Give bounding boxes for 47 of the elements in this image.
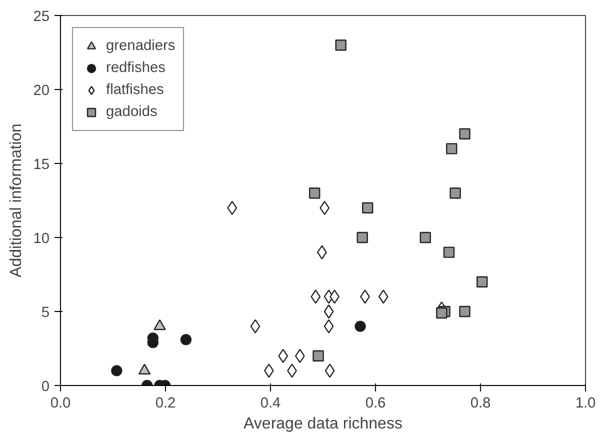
- y-tick-label: 5: [41, 305, 50, 321]
- point: [354, 320, 366, 332]
- y-tick-label: 10: [33, 231, 50, 247]
- point: [320, 200, 330, 215]
- legend-label: flatfishes: [106, 82, 164, 98]
- point: [443, 246, 455, 258]
- y-tick-label: 20: [33, 83, 50, 99]
- point: [450, 188, 461, 199]
- point: [111, 365, 122, 376]
- x-tick-label: 0.6: [365, 396, 386, 412]
- point: [324, 319, 334, 334]
- y-axis-title: Additional information: [8, 124, 26, 278]
- y-tick-label: 25: [33, 9, 50, 25]
- x-tick-label: 0.0: [50, 396, 71, 412]
- point: [335, 40, 346, 51]
- point: [476, 276, 488, 288]
- point: [294, 348, 305, 363]
- point: [147, 336, 158, 348]
- point: [436, 307, 448, 319]
- point: [356, 232, 368, 244]
- x-tick-label: 1.0: [575, 396, 596, 412]
- x-tick-label: 0.8: [470, 396, 491, 412]
- point: [378, 290, 388, 304]
- point: [309, 188, 320, 199]
- point: [154, 319, 166, 330]
- point: [446, 143, 458, 154]
- x-tick-label: 0.2: [155, 396, 176, 412]
- point: [324, 304, 334, 319]
- point: [459, 306, 470, 318]
- y-tick-label: 15: [33, 157, 50, 173]
- point: [324, 364, 335, 378]
- point: [227, 200, 238, 215]
- legend-label: gadoids: [106, 104, 158, 120]
- point: [420, 232, 431, 244]
- point: [180, 334, 192, 346]
- point: [264, 364, 274, 378]
- y-tick-label: 0: [41, 379, 50, 395]
- point: [278, 348, 288, 363]
- x-tick-label: 0.4: [260, 396, 281, 412]
- point: [250, 319, 260, 334]
- point: [459, 128, 470, 140]
- point: [362, 202, 374, 214]
- legend-label: redfishes: [106, 60, 166, 76]
- point: [312, 350, 324, 362]
- legend-label: grenadiers: [106, 38, 176, 54]
- x-axis-title: Average data richness: [244, 416, 402, 432]
- point: [310, 290, 321, 304]
